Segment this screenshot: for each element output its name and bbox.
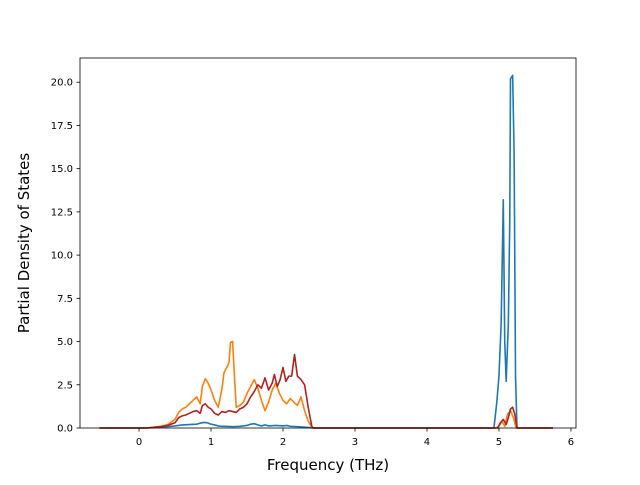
y-tick-label: 7.5 [57,294,73,305]
series-line-1 [99,74,553,429]
x-tick-label: 3 [352,437,358,448]
x-tick-label: 6 [568,437,574,448]
y-tick-label: 15.0 [51,164,73,175]
x-tick-label: 1 [208,437,214,448]
plot-frame [79,57,577,429]
x-tick-label: 4 [424,437,430,448]
y-tick-label: 17.5 [51,121,73,132]
x-axis-label: Frequency (THz) [267,456,389,474]
x-tick-label: 0 [136,437,142,448]
y-axis-label: Partial Density of States [15,153,33,334]
x-axis: 0 1 2 3 4 5 6 [136,428,574,448]
x-tick-label: 5 [496,437,502,448]
x-tick-label: 2 [280,437,286,448]
y-axis: 0.0 2.5 5.0 7.5 10.0 12.5 15.0 17.5 20.0 [51,78,80,435]
y-tick-label: 20.0 [51,78,73,89]
y-tick-label: 2.5 [57,380,73,391]
y-tick-label: 12.5 [51,207,73,218]
y-tick-label: 0.0 [57,424,73,435]
y-tick-label: 5.0 [57,337,73,348]
y-tick-label: 10.0 [51,251,73,262]
